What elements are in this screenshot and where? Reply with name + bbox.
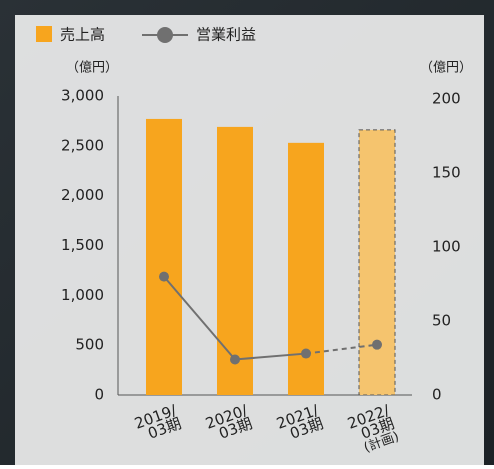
line-point xyxy=(372,340,382,350)
y2-tick-label: 200 xyxy=(432,90,461,108)
y-tick-label: 0 xyxy=(94,386,104,404)
y-tick-label: 2,500 xyxy=(61,136,104,154)
y-tick-label: 1,500 xyxy=(61,236,104,254)
line-point xyxy=(301,349,311,359)
y2-tick-label: 100 xyxy=(432,238,461,256)
y2-unit: （億円） xyxy=(420,60,472,76)
bar xyxy=(146,119,182,395)
legend-swatch xyxy=(157,27,173,43)
y-tick-label: 1,000 xyxy=(61,286,104,304)
line-point xyxy=(230,354,240,364)
y2-tick-label: 150 xyxy=(432,164,461,182)
bar xyxy=(359,130,395,395)
line-point xyxy=(159,272,169,282)
legend-label: 売上高 xyxy=(60,26,105,44)
y-tick-label: 3,000 xyxy=(61,87,104,105)
legend-label: 営業利益 xyxy=(196,26,256,44)
legend-swatch xyxy=(36,26,52,42)
y-tick-label: 2,000 xyxy=(61,186,104,204)
y-unit: （億円） xyxy=(66,60,118,76)
y-tick-label: 500 xyxy=(75,336,104,354)
chart: 売上高 営業利益 （億円） （億円） 05001,0001,5002,0002,… xyxy=(0,0,494,465)
y2-tick-label: 50 xyxy=(432,312,451,330)
y2-tick-label: 0 xyxy=(432,386,442,404)
